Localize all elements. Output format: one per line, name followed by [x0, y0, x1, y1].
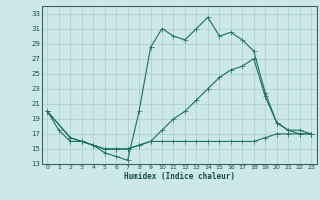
X-axis label: Humidex (Indice chaleur): Humidex (Indice chaleur): [124, 172, 235, 181]
